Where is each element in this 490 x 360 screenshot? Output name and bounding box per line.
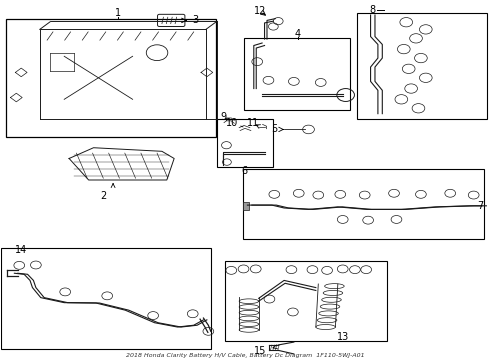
Text: 3: 3 (182, 15, 199, 26)
Text: 1: 1 (115, 8, 121, 18)
Bar (244, 39, 350, 110)
Bar (243, 202, 249, 210)
Bar (0, 248, 211, 348)
Bar (225, 261, 387, 341)
Text: 11: 11 (246, 118, 261, 128)
Text: 7: 7 (477, 201, 484, 211)
Text: 12: 12 (254, 6, 267, 17)
Text: 14: 14 (15, 245, 27, 255)
Text: 9: 9 (220, 112, 226, 122)
Text: 2018 Honda Clarity Battery H/V Cable, Battery Dc Diagram  1F110-5WJ-A01: 2018 Honda Clarity Battery H/V Cable, Ba… (126, 352, 364, 357)
Bar (357, 13, 487, 119)
Text: 10: 10 (226, 118, 243, 128)
Bar (217, 119, 273, 167)
Text: 8: 8 (369, 5, 375, 15)
Bar (243, 169, 485, 239)
Text: 13: 13 (337, 332, 349, 342)
Text: 15: 15 (254, 345, 277, 356)
Text: 5: 5 (271, 125, 283, 134)
Text: 6: 6 (241, 166, 247, 176)
Bar (5, 19, 216, 137)
Text: 4: 4 (294, 30, 301, 39)
Text: 2: 2 (100, 191, 106, 201)
